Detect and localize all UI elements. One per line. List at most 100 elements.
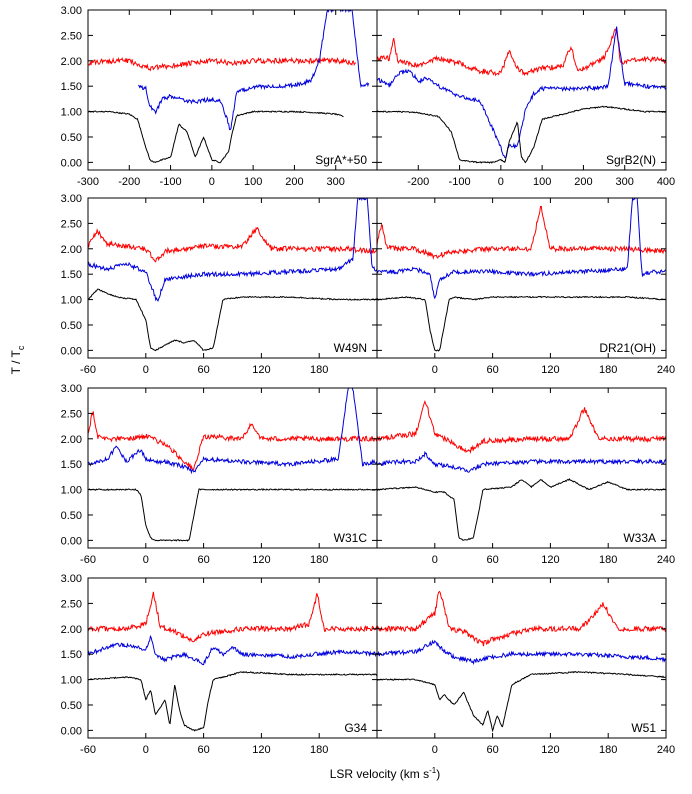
panel-frame	[87, 197, 378, 359]
series-black	[88, 288, 377, 352]
series-black	[377, 478, 666, 541]
x-tick-label: 0	[432, 364, 438, 376]
y-tick-label: 1.50	[61, 459, 82, 471]
series-black	[88, 110, 344, 164]
x-axis-label: LSR velocity (km s-1)	[330, 766, 440, 781]
panel-series	[377, 399, 666, 541]
y-tick-label: 0.00	[61, 345, 82, 357]
y-tick-label: 2.00	[61, 624, 82, 636]
x-tick-label: -200	[118, 176, 140, 188]
series-blue	[377, 26, 666, 158]
series-red	[377, 205, 666, 260]
x-tick-label: 0	[432, 744, 438, 756]
y-tick-label: 0.00	[61, 157, 82, 169]
x-tick-label: -60	[80, 364, 96, 376]
x-tick-label: 60	[486, 744, 498, 756]
x-axis-label-sup: -1	[429, 766, 437, 775]
x-tick-label: 0	[432, 554, 438, 566]
x-tick-label: 180	[310, 554, 328, 566]
x-tick-label: 180	[599, 554, 617, 566]
y-tick-label: 1.50	[61, 649, 82, 661]
y-tick-label: 0.00	[61, 725, 82, 737]
series-blue	[377, 450, 666, 473]
y-tick-label: 1.50	[61, 269, 82, 281]
x-tick-label: 0	[143, 554, 149, 566]
x-tick-label: -100	[449, 176, 471, 188]
x-tick-label: 60	[486, 554, 498, 566]
panel-series	[377, 198, 666, 352]
series-red	[88, 411, 377, 470]
x-tick-label: 200	[285, 176, 303, 188]
y-tick-label: 0.50	[61, 132, 82, 144]
x-tick-label: 60	[486, 364, 498, 376]
x-tick-label: 100	[244, 176, 262, 188]
x-tick-label: 0	[143, 364, 149, 376]
y-tick-label: 3.00	[61, 573, 82, 585]
panel-g34: 0.00 0.50 1.00 1.50 2.00 2.50 3.00 -60 0 60 120 180…	[61, 573, 378, 756]
y-tick-label: 1.00	[61, 107, 82, 119]
series-blue	[377, 198, 666, 300]
y-tick-label: 0.50	[61, 320, 82, 332]
x-tick-label: 300	[616, 176, 634, 188]
x-tick-label: 120	[541, 364, 559, 376]
panel-frame	[87, 577, 378, 739]
panel-series	[88, 10, 370, 164]
y-tick-label: 2.00	[61, 244, 82, 256]
panel-label: W49N	[334, 341, 367, 355]
series-black	[88, 670, 377, 732]
x-tick-label: 100	[533, 176, 551, 188]
y-tick-label: 2.50	[61, 408, 82, 420]
series-red	[377, 590, 666, 647]
x-tick-label: 0	[143, 744, 149, 756]
series-blue	[88, 634, 377, 666]
panel-label: G34	[344, 721, 367, 735]
y-tick-label: 3.00	[61, 193, 82, 205]
series-blue	[88, 198, 377, 302]
x-tick-label: 400	[657, 176, 675, 188]
series-red	[88, 226, 377, 263]
x-tick-label: 180	[310, 364, 328, 376]
x-tick-label: 120	[252, 744, 270, 756]
panel-label: W31C	[334, 531, 368, 545]
x-tick-label: 60	[197, 364, 209, 376]
y-tick-label: 2.50	[61, 30, 82, 42]
x-tick-label: 0	[498, 176, 504, 188]
panel-sgra-50: 0.00 0.50 1.00 1.50 2.00 2.50 3.00 -300 -200 -100…	[61, 5, 378, 188]
panel-series	[88, 388, 377, 542]
y-axis-label: T / Tc	[9, 345, 26, 374]
y-tick-label: 1.50	[61, 81, 82, 93]
x-tick-label: 240	[657, 554, 675, 566]
y-tick-label: 0.50	[61, 510, 82, 522]
series-blue	[377, 639, 666, 666]
y-tick-label: 3.00	[61, 383, 82, 395]
x-tick-label: -300	[77, 176, 99, 188]
panel-series	[377, 590, 666, 733]
panel-w31c: 0.00 0.50 1.00 1.50 2.00 2.50 3.00 -60 0 60 120 180…	[61, 383, 378, 566]
panel-label: SgrB2(N)	[606, 153, 656, 167]
panel-series	[88, 198, 377, 352]
series-red	[88, 591, 377, 643]
x-tick-label: 120	[252, 554, 270, 566]
y-tick-label: 2.00	[61, 434, 82, 446]
y-axis-label-sub: c	[16, 345, 26, 350]
series-black	[88, 488, 377, 542]
panel-frame	[376, 387, 667, 549]
panel-frame	[376, 197, 667, 359]
panel-label: DR21(OH)	[599, 341, 656, 355]
x-tick-label: 120	[541, 744, 559, 756]
y-tick-label: 3.00	[61, 5, 82, 17]
panel-frame	[376, 577, 667, 739]
series-black	[377, 295, 666, 352]
x-tick-label: 0	[209, 176, 215, 188]
x-tick-label: 180	[599, 744, 617, 756]
y-tick-label: 1.00	[61, 295, 82, 307]
x-tick-label: 240	[657, 364, 675, 376]
x-tick-label: -60	[80, 744, 96, 756]
series-black	[377, 105, 666, 164]
series-red	[88, 56, 357, 72]
x-tick-label: 300	[327, 176, 345, 188]
x-tick-label: -60	[80, 554, 96, 566]
